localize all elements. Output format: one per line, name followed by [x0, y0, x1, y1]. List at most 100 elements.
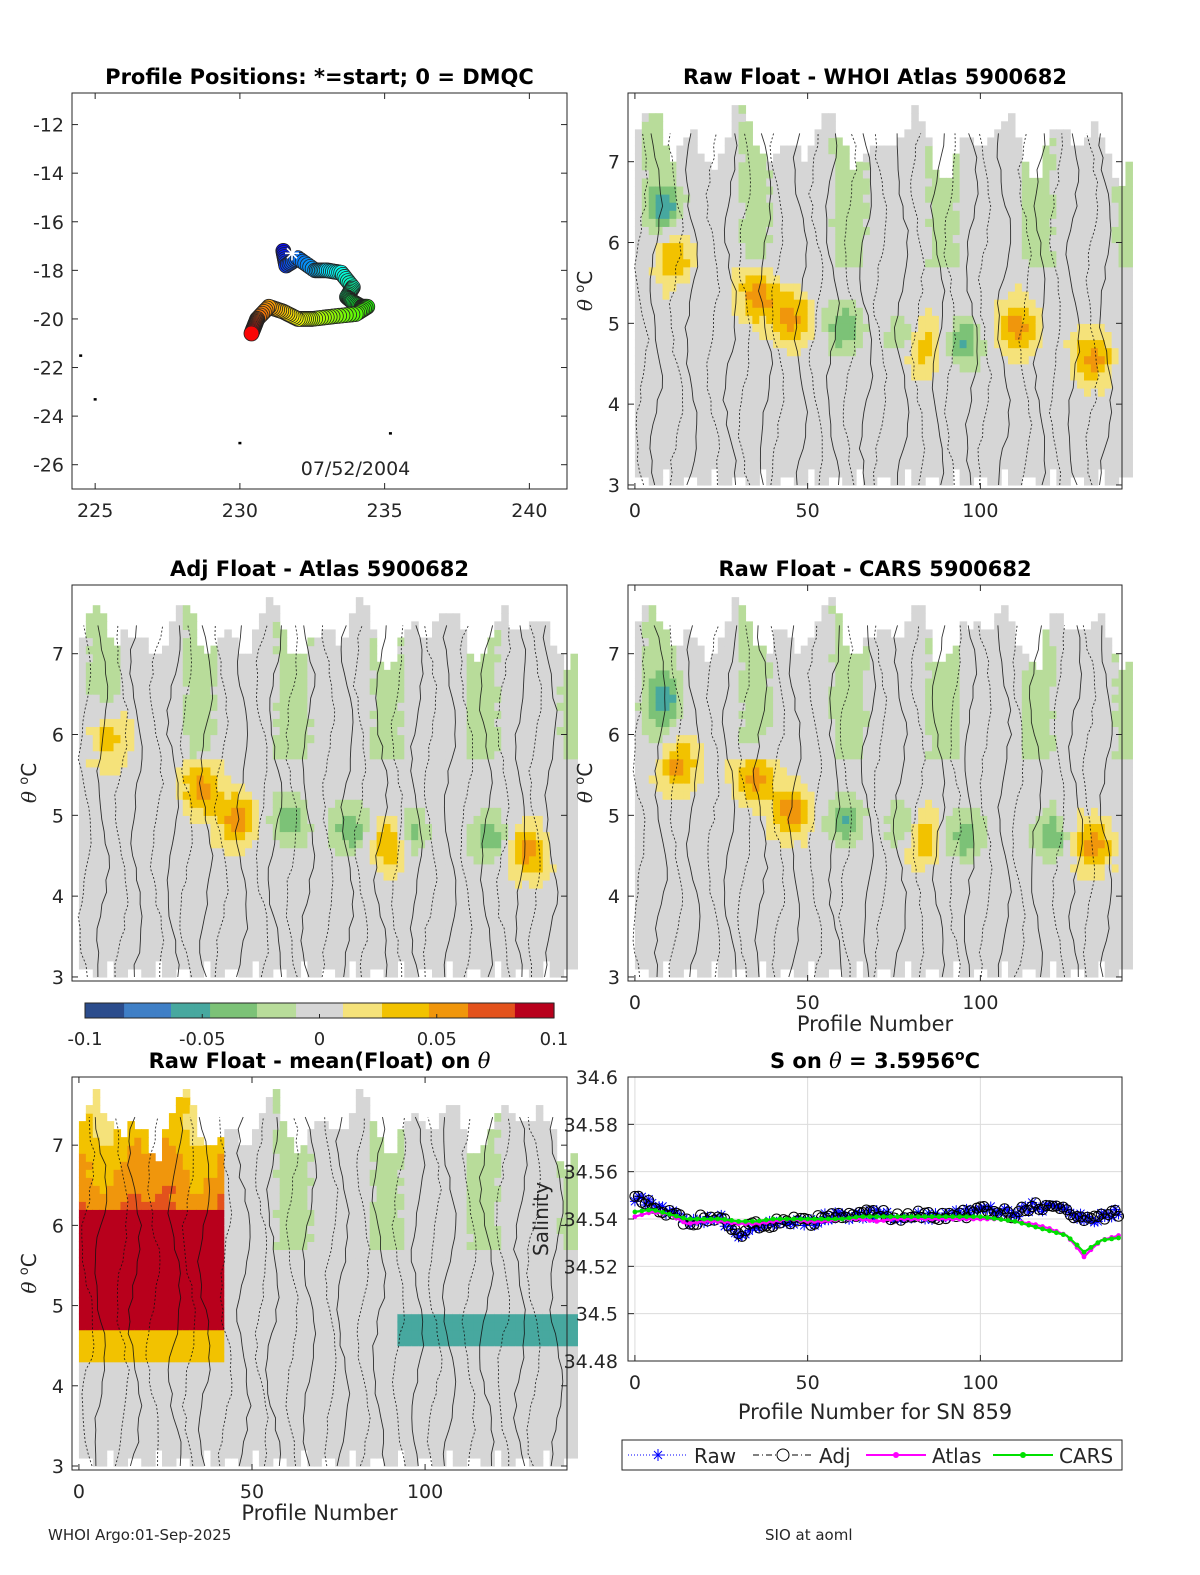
- field-cell: [168, 823, 177, 833]
- field-cell: [272, 855, 281, 865]
- field-cell: [1104, 185, 1113, 195]
- field-cell: [890, 460, 899, 470]
- atlas-raw-contours: [634, 133, 1114, 486]
- field-cell: [335, 677, 343, 687]
- field-cell: [634, 177, 643, 187]
- field-cell: [120, 726, 128, 736]
- field-cell: [876, 355, 885, 365]
- field-cell: [752, 234, 760, 244]
- field-cell: [1049, 250, 1057, 260]
- field-cell: [106, 928, 115, 938]
- field-cell: [710, 363, 719, 373]
- field-cell: [690, 355, 698, 365]
- field-cell: [897, 404, 905, 413]
- field-cell: [786, 202, 795, 211]
- field-cell: [828, 468, 836, 478]
- field-cell: [704, 226, 712, 236]
- field-cell: [141, 847, 149, 857]
- field-cell: [106, 758, 115, 768]
- field-cell: [362, 783, 371, 792]
- field-cell: [203, 750, 212, 760]
- field-cell: [904, 387, 912, 397]
- field-cell: [683, 436, 691, 446]
- field-cell: [355, 912, 364, 921]
- field-cell: [704, 291, 712, 300]
- field-cell: [217, 637, 225, 647]
- field-cell: [724, 420, 733, 429]
- field-cell: [952, 234, 961, 244]
- field-cell: [1070, 282, 1078, 292]
- field-cell: [669, 242, 677, 252]
- field-cell: [918, 387, 926, 397]
- field-cell: [168, 774, 177, 784]
- field-cell: [648, 339, 657, 349]
- field-cell: [890, 452, 899, 462]
- field-cell: [752, 379, 760, 389]
- field-cell: [669, 476, 677, 486]
- field-cell: [752, 185, 760, 195]
- field-cell: [890, 347, 899, 357]
- field-cell: [85, 766, 94, 776]
- field-cell: [925, 339, 933, 349]
- field-cell: [245, 766, 253, 776]
- field-cell: [1097, 274, 1106, 284]
- field-cell: [1077, 363, 1085, 373]
- field-cell: [196, 912, 205, 921]
- field-cell: [127, 702, 135, 711]
- field-cell: [1104, 379, 1113, 389]
- field-cell: [1014, 452, 1023, 462]
- field-cell: [1104, 404, 1113, 413]
- field-cell: [293, 750, 302, 760]
- field-cell: [1077, 169, 1085, 179]
- field-cell: [321, 750, 329, 760]
- field-cell: [272, 831, 281, 841]
- field-cell: [1028, 387, 1037, 397]
- field-cell: [1111, 379, 1120, 389]
- field-cell: [342, 791, 350, 800]
- field-cell: [113, 758, 122, 768]
- field-cell: [148, 823, 156, 833]
- field-cell: [113, 896, 122, 905]
- field-cell: [342, 799, 350, 808]
- field-cell: [849, 266, 857, 276]
- field-cell: [1090, 234, 1099, 244]
- field-cell: [210, 750, 218, 760]
- field-cell: [189, 621, 198, 631]
- field-cell: [773, 468, 781, 478]
- field-cell: [106, 686, 115, 695]
- field-cell: [862, 476, 871, 486]
- field-cell: [773, 420, 781, 429]
- field-cell: [800, 371, 809, 381]
- field-cell: [1014, 355, 1023, 365]
- field-cell: [814, 339, 823, 349]
- field-cell: [669, 428, 677, 438]
- field-cell: [196, 855, 205, 865]
- field-cell: [134, 637, 142, 647]
- field-cell: [697, 387, 705, 397]
- field-cell: [980, 444, 988, 454]
- field-cell: [814, 169, 823, 179]
- field-cell: [1028, 282, 1037, 292]
- field-cell: [897, 323, 905, 333]
- field-cell: [92, 896, 101, 905]
- field-cell: [634, 404, 643, 413]
- field-cell: [1049, 452, 1057, 462]
- field-cell: [959, 339, 968, 349]
- field-cell: [641, 444, 650, 454]
- field-cell: [1077, 371, 1085, 381]
- field-cell: [245, 661, 253, 671]
- field-cell: [786, 444, 795, 454]
- field-cell: [911, 121, 919, 130]
- field-cell: [189, 896, 198, 905]
- field-cell: [92, 791, 101, 800]
- field-cell: [293, 758, 302, 768]
- field-cell: [272, 888, 281, 897]
- field-cell: [780, 226, 788, 236]
- field-cell: [231, 799, 239, 808]
- field-cell: [265, 629, 274, 639]
- field-cell: [780, 185, 788, 195]
- field-cell: [849, 379, 857, 389]
- field-cell: [307, 677, 315, 687]
- field-cell: [189, 718, 198, 728]
- field-cell: [342, 855, 350, 865]
